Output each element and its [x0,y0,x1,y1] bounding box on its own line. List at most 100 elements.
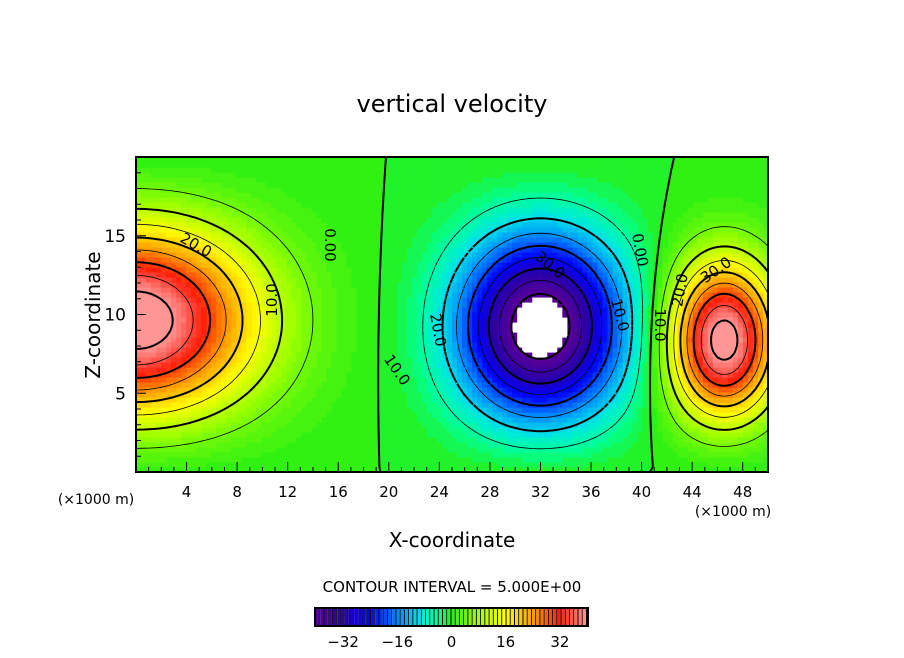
field-cell [421,242,428,248]
field-cell [306,307,313,313]
field-cell [181,292,187,298]
field-cell [426,207,433,213]
field-cell [326,427,333,433]
field-cell [527,157,533,163]
field-cell [391,262,398,268]
field-cell [447,417,453,423]
field-cell [467,192,473,198]
field-cell [231,367,237,373]
field-cell [356,382,363,388]
field-cell [396,262,403,268]
field-cell [176,452,182,458]
field-cell [266,257,272,263]
field-cell [296,337,303,343]
field-cell [191,287,197,293]
field-cell [281,287,288,293]
field-cell [426,217,433,223]
field-cell [271,182,277,188]
field-cell [141,392,147,398]
field-cell [371,302,378,308]
field-cell [416,182,423,188]
field-cell [211,397,217,403]
field-cell [366,212,373,218]
field-cell [442,192,448,198]
field-cell [366,392,373,398]
field-cell [396,417,403,423]
field-cell [336,252,343,258]
field-cell [421,322,428,328]
field-cell [457,362,463,368]
field-cell [522,457,528,463]
field-cell [176,317,182,323]
field-cell [196,462,202,468]
field-cell [437,302,443,308]
field-cell [216,447,222,453]
field-cell [477,227,483,233]
field-cell [406,267,413,273]
field-cell [166,272,172,278]
field-cell [351,407,358,413]
field-cell [421,172,428,178]
field-cell [166,292,172,298]
field-cell [146,302,152,308]
field-cell [426,297,433,303]
field-cell [396,392,403,398]
field-cell [406,347,413,353]
field-cell [421,362,428,368]
field-cell [366,202,373,208]
field-cell [366,157,373,163]
field-cell [477,417,483,423]
field-cell [136,417,142,423]
field-cell [421,457,428,463]
field-cell [507,222,513,228]
field-cell [356,437,363,443]
field-cell [401,422,408,428]
field-cell [371,227,378,233]
field-cell [181,197,187,203]
field-cell [316,202,323,208]
field-cell [462,267,468,273]
field-cell [421,192,428,198]
field-cell [497,427,503,433]
field-cell [221,372,227,378]
field-cell [376,197,383,203]
field-cell [447,257,453,263]
field-cell [241,412,247,418]
field-cell [301,272,308,278]
field-cell [306,242,313,248]
field-cell [271,297,277,303]
field-cell [221,312,227,318]
field-cell [201,192,207,198]
field-cell [266,422,272,428]
field-cell [336,332,343,338]
field-cell [421,407,428,413]
field-cell [241,172,247,178]
field-cell [371,327,378,333]
field-cell [321,332,328,338]
field-cell [281,342,288,348]
field-cell [497,232,503,238]
field-cell [296,442,303,448]
field-cell [136,452,142,458]
field-cell [356,317,363,323]
field-cell [472,342,478,348]
field-cell [406,242,413,248]
field-cell [221,342,227,348]
field-cell [346,282,353,288]
field-cell [216,212,222,218]
field-cell [301,427,308,433]
field-cell [532,392,538,398]
field-cell [181,392,187,398]
field-cell [421,417,428,423]
field-cell [467,267,473,273]
field-cell [256,247,262,253]
field-cell [386,297,393,303]
field-cell [497,307,503,313]
field-cell [136,357,142,363]
field-cell [356,167,363,173]
field-cell [176,297,182,303]
field-cell [276,427,282,433]
field-cell [216,292,222,298]
field-cell [176,212,182,218]
field-cell [507,322,513,328]
